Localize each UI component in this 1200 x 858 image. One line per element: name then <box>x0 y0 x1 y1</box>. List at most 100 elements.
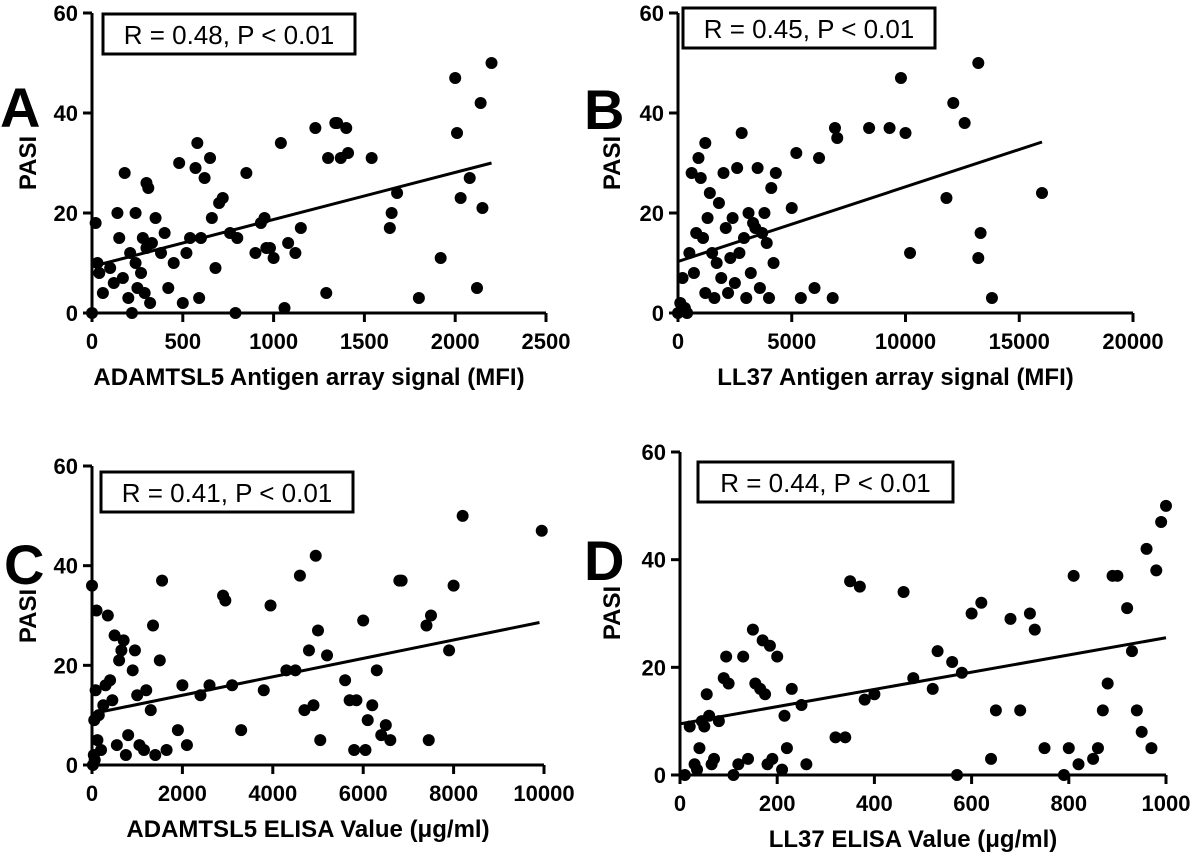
data-point <box>92 709 105 722</box>
stats-box <box>681 6 937 50</box>
y-tick-label: 20 <box>54 653 78 678</box>
x-tick-label: 1500 <box>340 329 389 354</box>
data-point <box>162 282 175 294</box>
data-point <box>1072 758 1085 771</box>
data-point <box>144 704 157 717</box>
x-tick-label: 400 <box>856 791 893 816</box>
data-point <box>104 674 117 687</box>
x-tick-label: 1000 <box>249 329 298 354</box>
data-point <box>724 252 737 264</box>
data-point <box>894 72 907 84</box>
data-point <box>391 187 404 199</box>
data-point <box>359 744 372 757</box>
x-axis-title: ADAMTSL5 Antigen array signal (MFI) <box>93 364 524 391</box>
data-point <box>1160 499 1172 512</box>
data-point <box>719 222 732 234</box>
data-point <box>463 172 476 184</box>
data-point <box>342 147 355 159</box>
data-point <box>216 192 229 204</box>
data-point <box>280 664 293 677</box>
x-tick-label: 0 <box>86 781 98 806</box>
y-tick-label: 0 <box>66 753 78 778</box>
data-point <box>153 654 166 667</box>
data-point <box>732 758 745 771</box>
data-point <box>107 277 120 289</box>
x-tick-label: 20000 <box>1102 329 1163 354</box>
y-tick-label: 60 <box>54 1 78 26</box>
data-point <box>727 769 740 781</box>
data-point <box>176 679 189 692</box>
data-point <box>113 232 126 244</box>
y-tick-label: 0 <box>66 301 78 326</box>
data-point <box>339 674 352 687</box>
x-axis-title: LL37 Antigen array signal (MFI) <box>717 364 1074 391</box>
data-point <box>839 731 852 744</box>
data-point <box>1023 607 1036 620</box>
data-point <box>712 197 725 209</box>
y-axis-title: PASI <box>599 586 626 640</box>
data-point <box>249 247 262 259</box>
x-tick-label: 800 <box>1050 791 1087 816</box>
data-point <box>96 287 109 299</box>
x-tick-label: 2000 <box>158 781 207 806</box>
data-point <box>790 147 803 159</box>
data-point <box>985 752 998 765</box>
panel-label: B <box>584 78 624 141</box>
data-point <box>156 574 169 587</box>
data-point <box>129 257 142 269</box>
data-point <box>309 549 322 562</box>
data-point <box>691 763 704 776</box>
data-point <box>708 752 721 765</box>
regression-line <box>679 636 1167 726</box>
data-point <box>366 699 379 712</box>
data-point <box>700 688 713 701</box>
data-point <box>370 664 383 677</box>
x-tick-label: 200 <box>759 791 796 816</box>
data-point <box>955 666 968 679</box>
data-point <box>767 257 780 269</box>
regression-line <box>91 621 540 716</box>
data-point <box>1150 564 1163 577</box>
data-point <box>125 307 138 319</box>
data-point <box>321 649 334 662</box>
data-point <box>282 237 295 249</box>
data-point <box>140 684 153 697</box>
y-axis-title: PASI <box>599 136 626 190</box>
data-point <box>776 763 789 776</box>
data-point <box>198 172 211 184</box>
data-point <box>683 720 696 733</box>
data-point <box>681 307 694 319</box>
data-point <box>331 117 344 129</box>
y-tick-label: 0 <box>654 763 666 788</box>
panel-label: D <box>584 529 624 592</box>
data-point <box>226 679 239 692</box>
data-point <box>267 252 280 264</box>
data-point <box>710 257 723 269</box>
data-point <box>95 744 108 757</box>
data-point <box>693 742 706 755</box>
data-point <box>274 137 287 149</box>
data-point <box>722 677 735 690</box>
data-point <box>753 282 766 294</box>
data-point <box>149 749 162 762</box>
data-point <box>701 212 714 224</box>
data-point <box>1062 742 1075 755</box>
data-point <box>395 574 408 587</box>
data-point <box>147 619 160 632</box>
data-point <box>91 257 104 269</box>
data-point <box>712 715 725 728</box>
data-point <box>703 709 716 722</box>
data-point <box>176 297 189 309</box>
data-point <box>800 758 813 771</box>
stats-box <box>99 470 355 514</box>
data-point <box>129 207 142 219</box>
data-point <box>813 152 826 164</box>
data-point <box>769 167 782 179</box>
data-point <box>765 182 778 194</box>
x-tick-label: 10000 <box>513 781 574 806</box>
data-point <box>155 247 168 259</box>
data-point <box>219 594 232 607</box>
y-axis-title: PASI <box>15 136 42 190</box>
x-tick-label: 1000 <box>1142 791 1191 816</box>
